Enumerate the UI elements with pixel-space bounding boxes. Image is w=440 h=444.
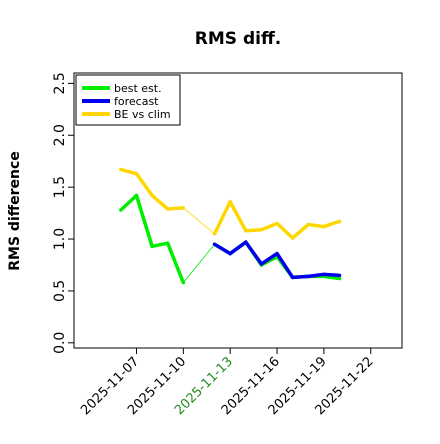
series-forecast-segment bbox=[228, 240, 248, 256]
legend-label-best-est: best est. bbox=[114, 82, 162, 95]
series-forecast-segment bbox=[212, 242, 232, 256]
y-axis: 0.0 0.5 1.0 1.5 2.0 2.5 bbox=[52, 72, 74, 354]
series-best-est-segment bbox=[165, 241, 186, 285]
series-be-vs-clim-segment bbox=[119, 167, 139, 176]
legend-label-be-vs-clim: BE vs clim bbox=[114, 108, 171, 121]
y-tick-label: 2.5 bbox=[52, 72, 68, 94]
series-be-vs-clim-segment bbox=[244, 227, 264, 233]
legend: best est. forecast BE vs clim bbox=[75, 74, 181, 126]
series-be-vs-clim-segment bbox=[290, 222, 311, 240]
series-be-vs-clim-segment bbox=[134, 171, 154, 198]
y-tick-label: 0.0 bbox=[52, 332, 68, 354]
series-best-est-segment bbox=[182, 243, 215, 284]
y-tick-label: 1.5 bbox=[52, 176, 68, 198]
series-forecast-segment bbox=[244, 240, 264, 266]
series-be-vs-clim-segment bbox=[322, 219, 342, 229]
series-be-vs-clim-segment bbox=[306, 222, 326, 229]
y-tick-label: 0.5 bbox=[52, 280, 68, 302]
series-layer bbox=[119, 167, 342, 285]
series-be-vs-clim-segment bbox=[259, 221, 279, 232]
y-tick-label: 2.0 bbox=[52, 124, 68, 146]
y-tick-label: 1.0 bbox=[52, 228, 68, 250]
series-forecast-segment bbox=[322, 272, 342, 278]
series-forecast-segment bbox=[275, 251, 295, 280]
series-best-est-segment bbox=[134, 193, 154, 249]
chart-title: RMS diff. bbox=[195, 29, 281, 49]
series-forecast-segment bbox=[306, 272, 326, 279]
series-be-vs-clim-segment bbox=[182, 207, 215, 235]
plot-frame bbox=[73, 72, 403, 349]
y-axis-label: RMS difference bbox=[7, 151, 23, 271]
series-be-vs-clim-segment bbox=[212, 199, 232, 236]
legend-label-forecast: forecast bbox=[114, 95, 159, 108]
series-be-vs-clim-segment bbox=[165, 206, 186, 211]
series-best-est-segment bbox=[322, 274, 342, 281]
series-forecast-segment bbox=[290, 274, 311, 280]
series-best-est-segment bbox=[119, 193, 139, 212]
series-forecast-segment bbox=[259, 251, 279, 266]
series-be-vs-clim-segment bbox=[275, 221, 295, 240]
x-axis: 2025-11-072025-11-102025-11-132025-11-16… bbox=[78, 348, 377, 418]
series-be-vs-clim-segment bbox=[150, 193, 170, 211]
series-be-vs-clim-segment bbox=[228, 199, 248, 233]
series-best-est-segment bbox=[150, 241, 170, 249]
